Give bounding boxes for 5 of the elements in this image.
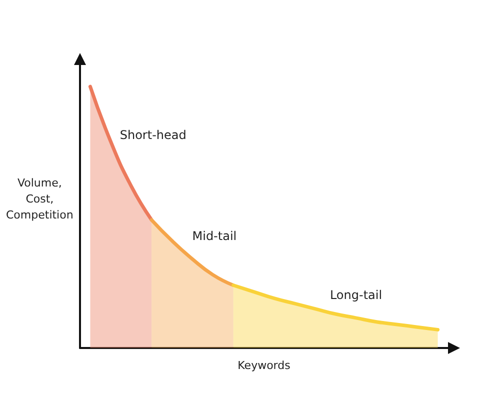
series-label: Short-head	[120, 128, 186, 142]
y-axis-title: Volume, Cost, Competition	[6, 176, 74, 222]
x-axis-title: Keywords	[238, 359, 291, 372]
series-label: Long-tail	[330, 288, 382, 302]
series-label: Mid-tail	[192, 229, 237, 244]
